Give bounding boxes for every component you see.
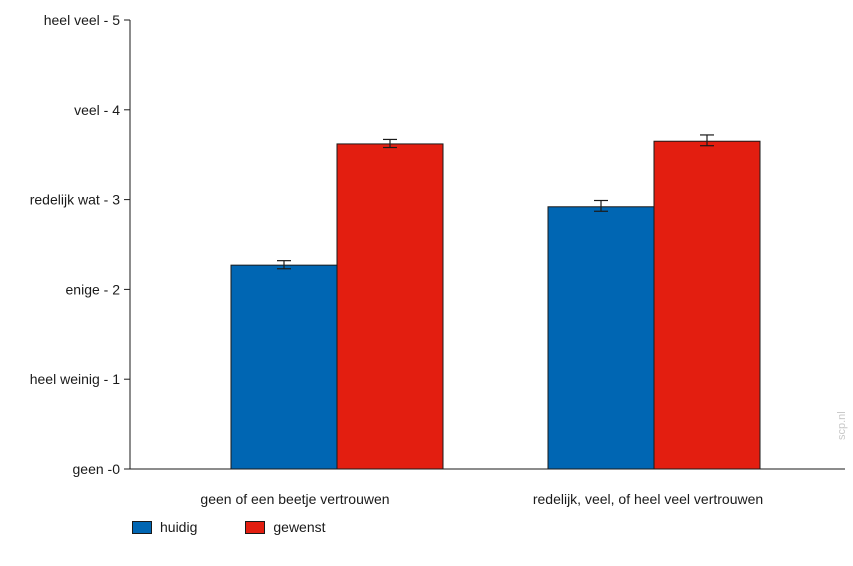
legend-swatch — [245, 520, 266, 534]
bar-gewenst-2 — [653, 140, 761, 470]
x-category-label: redelijk, veel, of heel veel vertrouwen — [533, 491, 763, 507]
legend-label: gewenst — [273, 519, 326, 535]
legend-item-huidig: huidig — [132, 519, 197, 535]
y-tick-label: heel veel - 5 — [44, 12, 120, 28]
legend-swatch — [132, 520, 152, 534]
legend-label: huidig — [160, 519, 198, 535]
y-tick-label: heel weinig - 1 — [30, 371, 120, 387]
chart-error-bars — [277, 134, 714, 270]
chart-bars — [230, 140, 761, 470]
y-tick-label: geen -0 — [73, 461, 121, 477]
error-bar-gewenst-1 — [383, 138, 397, 149]
y-tick-label: veel - 4 — [74, 102, 120, 118]
bar-huidig-1 — [230, 264, 338, 470]
legend-item-gewenst: gewenst — [245, 519, 326, 535]
chart-legend: huidig gewenst — [132, 519, 326, 535]
error-bar-gewenst-2 — [700, 134, 714, 147]
y-tick-label: enige - 2 — [66, 281, 121, 297]
watermark: scp.nl — [836, 411, 848, 440]
error-bar-huidig-2 — [594, 199, 608, 212]
x-category-label: geen of een beetje vertrouwen — [200, 491, 389, 507]
bar-gewenst-1 — [336, 143, 444, 470]
error-bar-huidig-1 — [277, 260, 291, 270]
y-tick-label: redelijk wat - 3 — [30, 192, 120, 208]
chart-tick-labels: geen -0 heel weinig - 1 enige - 2 redelijk … — [30, 12, 130, 477]
chart-category-labels: geen of een beetje vertrouwen redelijk, v… — [200, 491, 763, 507]
bar-huidig-2 — [547, 206, 655, 470]
